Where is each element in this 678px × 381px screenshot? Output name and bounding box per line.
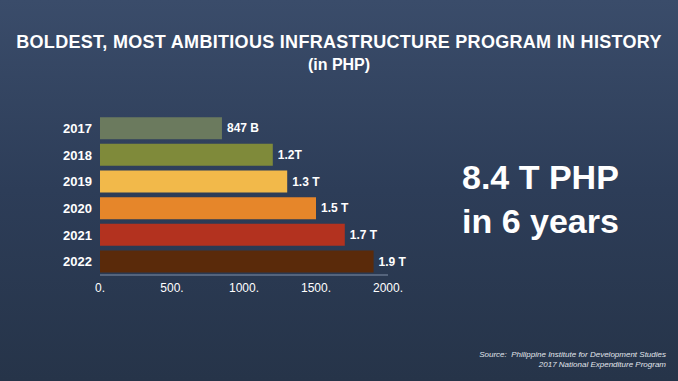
svg-text:847 B: 847 B xyxy=(227,121,259,135)
svg-text:1000.: 1000. xyxy=(229,281,259,295)
svg-text:1500.: 1500. xyxy=(301,281,331,295)
svg-text:1.3 T: 1.3 T xyxy=(292,175,320,189)
html-text:2017 National Expenditure Prog: 2017 National Expenditure Program xyxy=(538,360,666,369)
svg-text:2018: 2018 xyxy=(63,148,92,163)
svg-text:2017: 2017 xyxy=(63,121,92,136)
svg-text:2000.: 2000. xyxy=(373,281,403,295)
html-text:BOLDEST, MOST AMBITIOUS INFRAS: BOLDEST, MOST AMBITIOUS INFRASTRUCTURE P… xyxy=(16,32,662,52)
svg-text:2019: 2019 xyxy=(63,174,92,189)
svg-text:2022: 2022 xyxy=(63,254,92,269)
svg-text:0.: 0. xyxy=(95,281,105,295)
svg-text:1.5 T: 1.5 T xyxy=(321,201,349,215)
svg-text:1.9 T: 1.9 T xyxy=(379,255,407,269)
html-text:Source: Philippine Institute f: Source: Philippine Institute for Develop… xyxy=(479,350,666,359)
html-text:8.4 T PHP: 8.4 T PHP xyxy=(462,158,619,196)
svg-text:2021: 2021 xyxy=(63,228,92,243)
svg-text:2020: 2020 xyxy=(63,201,92,216)
svg-text:500.: 500. xyxy=(160,281,183,295)
svg-text:1.7 T: 1.7 T xyxy=(350,228,378,242)
html-text:(in PHP): (in PHP) xyxy=(307,56,371,73)
svg-text:1.2T: 1.2T xyxy=(278,148,303,162)
html-text:in 6 years: in 6 years xyxy=(462,202,619,240)
